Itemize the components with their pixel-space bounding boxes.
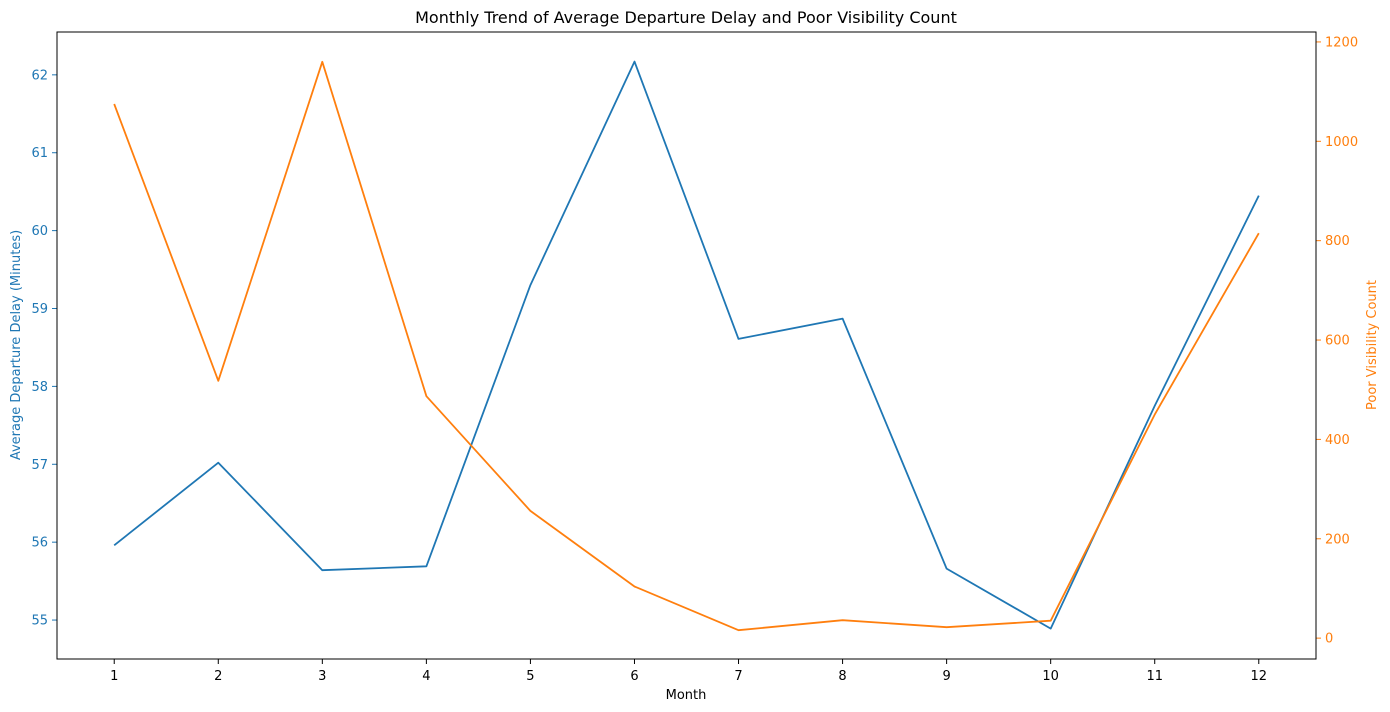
left-axis-label: Average Departure Delay (Minutes) [9,230,24,460]
x-axis-label: Month [666,688,707,703]
x-tick-label: 10 [1042,669,1059,684]
x-tick-label: 5 [526,669,534,684]
left-tick-label: 59 [31,302,48,317]
right-tick-label: 0 [1325,632,1333,647]
x-tick-label: 12 [1250,669,1267,684]
left-axis-ticks: 55 56 57 58 59 60 61 62 [31,68,57,629]
right-tick-label: 800 [1325,234,1350,249]
left-tick-label: 58 [31,380,48,395]
x-axis-ticks: 1 2 3 4 5 6 7 8 9 10 11 12 [110,659,1267,684]
x-tick-label: 4 [422,669,430,684]
plot-frame [56,31,1317,660]
right-tick-label: 200 [1325,532,1350,547]
x-tick-label: 2 [214,669,222,684]
x-tick-label: 6 [630,669,638,684]
poor-visibility-line [113,60,1260,632]
x-tick-label: 11 [1146,669,1163,684]
x-tick-label: 7 [734,669,742,684]
left-tick-label: 60 [31,224,48,239]
right-tick-label: 600 [1325,334,1350,349]
right-tick-label: 400 [1325,433,1350,448]
right-axis-label: Poor Visibility Count [1365,280,1380,410]
left-tick-label: 56 [31,536,48,551]
chart-title: Monthly Trend of Average Departure Delay… [415,8,957,27]
right-tick-label: 1000 [1325,135,1358,150]
right-tick-label: 1200 [1325,35,1358,50]
series-layer [113,60,1260,632]
left-tick-label: 62 [31,68,48,83]
left-tick-label: 55 [31,614,48,629]
x-tick-label: 9 [942,669,950,684]
left-tick-label: 57 [31,458,48,473]
x-tick-label: 3 [318,669,326,684]
x-tick-label: 1 [110,669,118,684]
departure-delay-line [113,60,1260,630]
right-axis-ticks: 0 200 400 600 800 1000 1200 [1316,35,1358,647]
x-tick-label: 8 [838,669,846,684]
left-tick-label: 61 [31,146,48,161]
